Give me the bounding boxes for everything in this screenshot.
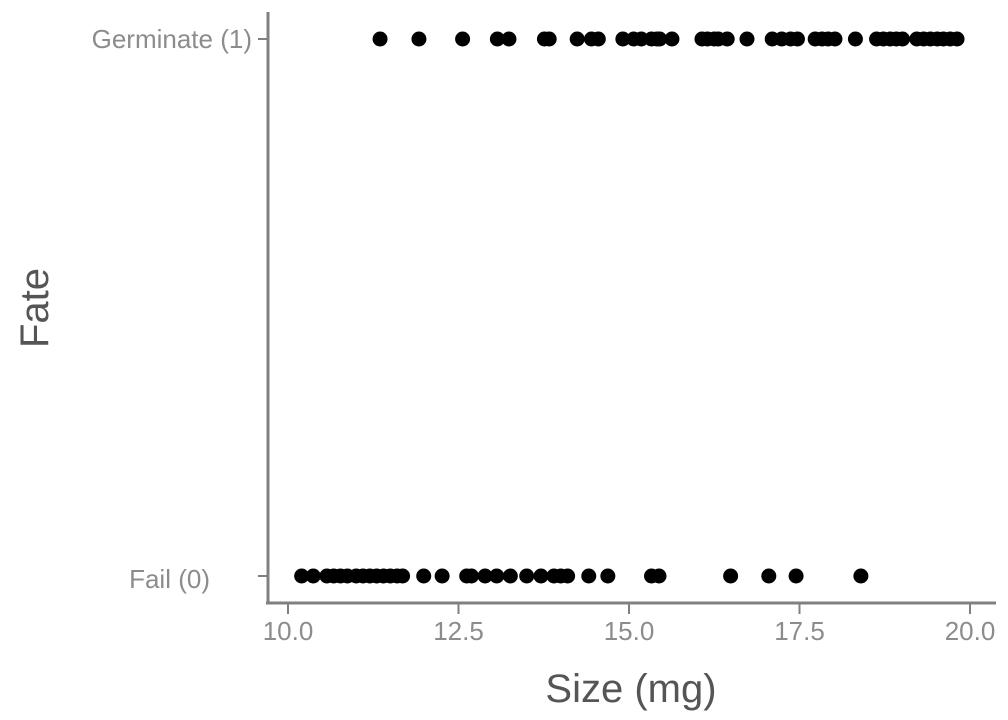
data-point-fail-13 bbox=[395, 568, 411, 584]
data-point-germinate-16 bbox=[664, 31, 680, 47]
x-tick-label-2: 15.0 bbox=[604, 616, 655, 646]
data-point-fail-17 bbox=[463, 568, 479, 584]
data-point-germinate-2 bbox=[455, 31, 471, 47]
x-tick-label-0: 10.0 bbox=[263, 616, 314, 646]
data-point-fail-27 bbox=[600, 568, 616, 584]
data-point-germinate-22 bbox=[739, 31, 755, 47]
data-point-fail-29 bbox=[651, 568, 667, 584]
data-point-fail-14 bbox=[416, 568, 432, 584]
data-point-germinate-10 bbox=[615, 31, 631, 47]
data-point-fail-32 bbox=[788, 568, 804, 584]
data-point-fail-21 bbox=[519, 568, 535, 584]
x-tick-label-1: 12.5 bbox=[433, 616, 484, 646]
x-tick-label-4: 20.0 bbox=[945, 616, 996, 646]
data-point-fail-33 bbox=[853, 568, 869, 584]
x-axis-title: Size (mg) bbox=[545, 667, 716, 711]
y-axis: Germinate (1) Fail (0) bbox=[92, 12, 270, 604]
y-tick-label-germinate: Germinate (1) bbox=[92, 24, 252, 54]
data-point-germinate-43 bbox=[949, 31, 965, 47]
data-point-fail-26 bbox=[581, 568, 597, 584]
data-point-germinate-31 bbox=[847, 31, 863, 47]
data-point-fail-30 bbox=[723, 568, 739, 584]
data-point-germinate-7 bbox=[569, 31, 585, 47]
x-ticks: 10.0 12.5 15.0 17.5 20.0 bbox=[263, 604, 996, 646]
data-point-fail-15 bbox=[434, 568, 450, 584]
data-point-fail-0 bbox=[294, 568, 310, 584]
data-point-fail-19 bbox=[489, 568, 505, 584]
data-point-germinate-3 bbox=[489, 31, 505, 47]
data-point-fail-22 bbox=[533, 568, 549, 584]
data-point-germinate-0 bbox=[372, 31, 388, 47]
data-point-fail-1 bbox=[305, 568, 321, 584]
data-point-germinate-15 bbox=[652, 31, 668, 47]
data-point-germinate-26 bbox=[789, 31, 805, 47]
data-point-germinate-21 bbox=[719, 31, 735, 47]
data-point-germinate-30 bbox=[827, 31, 843, 47]
data-point-germinate-1 bbox=[411, 31, 427, 47]
data-point-fail-31 bbox=[761, 568, 777, 584]
data-point-germinate-9 bbox=[590, 31, 606, 47]
y-axis-title: Fate bbox=[13, 268, 57, 348]
y-tick-label-fail: Fail (0) bbox=[129, 564, 210, 594]
data-point-fail-18 bbox=[477, 568, 493, 584]
x-tick-label-3: 17.5 bbox=[774, 616, 825, 646]
data-point-germinate-4 bbox=[501, 31, 517, 47]
data-points bbox=[294, 31, 965, 584]
x-axis: 10.0 12.5 15.0 17.5 20.0 bbox=[263, 601, 996, 646]
data-point-fail-20 bbox=[502, 568, 518, 584]
data-point-fail-25 bbox=[560, 568, 576, 584]
data-point-germinate-36 bbox=[894, 31, 910, 47]
data-point-germinate-6 bbox=[541, 31, 557, 47]
